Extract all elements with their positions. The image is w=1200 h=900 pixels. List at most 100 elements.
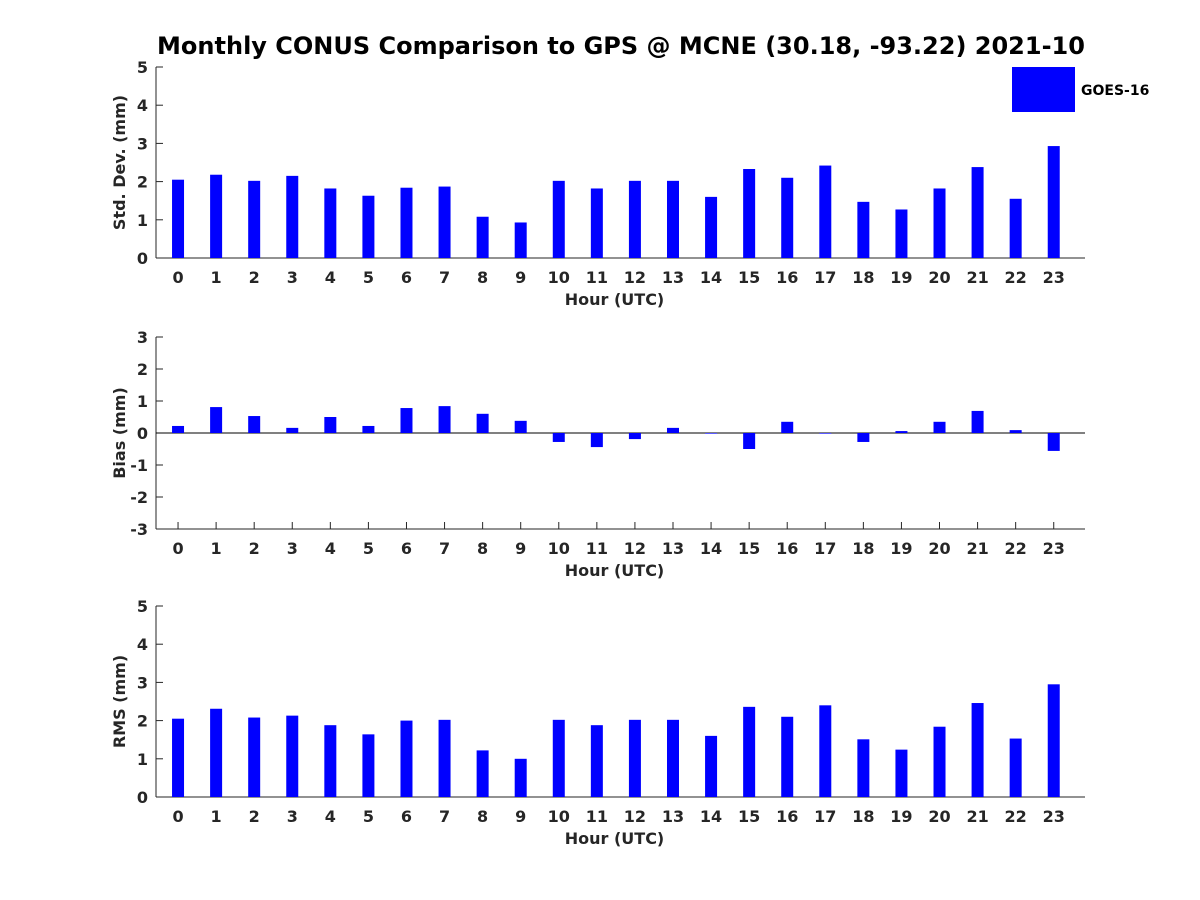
y-axis-label: Bias (mm) [110,387,129,479]
bar-hour-10 [552,180,565,258]
x-tick-label: 14 [700,807,722,826]
x-tick-label: 21 [966,268,988,287]
bar-hour-9 [514,420,527,433]
bar-hour-11 [590,188,603,258]
bar-hour-23 [1047,433,1060,451]
x-tick-label: 22 [1005,807,1027,826]
bar-hour-11 [590,725,603,797]
x-tick-label: 6 [401,268,412,287]
bar-hour-21 [971,410,984,433]
x-tick-label: 5 [363,268,374,287]
x-tick-label: 20 [928,539,950,558]
x-tick-label: 8 [477,539,488,558]
x-tick-label: 15 [738,539,760,558]
x-tick-label: 13 [662,539,684,558]
x-tick-label: 10 [548,807,570,826]
y-tick-label: 5 [137,58,148,77]
bar-hour-4 [324,188,337,258]
x-tick-label: 5 [363,539,374,558]
bar-hour-14 [705,196,718,258]
y-tick-label: 1 [137,392,148,411]
bar-hour-18 [857,201,870,258]
y-tick-label: 3 [137,134,148,153]
x-tick-label: 0 [172,268,183,287]
x-tick-label: 15 [738,807,760,826]
bar-hour-23 [1047,684,1060,797]
x-tick-label: 11 [586,268,608,287]
y-tick-label: 4 [137,96,148,115]
bar-hour-3 [286,427,299,433]
x-tick-label: 10 [548,268,570,287]
x-tick-label: 7 [439,807,450,826]
x-tick-label: 12 [624,807,646,826]
bar-hour-15 [743,706,756,797]
bar-hour-5 [362,425,375,433]
x-tick-label: 4 [325,807,336,826]
y-tick-label: 0 [137,424,148,443]
x-tick-label: 2 [249,268,260,287]
bar-hour-8 [476,750,489,797]
y-tick-label: 2 [137,173,148,192]
bar-hour-18 [857,739,870,797]
x-tick-label: 1 [211,807,222,826]
bar-hour-0 [172,179,185,258]
x-tick-label: 8 [477,268,488,287]
legend-label: GOES-16 [1081,83,1149,99]
bar-hour-17 [819,705,832,797]
bar-hour-10 [552,433,565,442]
bar-hour-14 [705,433,718,434]
bar-hour-4 [324,725,337,797]
bar-hour-22 [1009,198,1022,258]
x-tick-label: 16 [776,807,798,826]
x-tick-label: 6 [401,539,412,558]
bar-hour-14 [705,735,718,797]
x-tick-label: 17 [814,807,836,826]
bar-hour-6 [400,720,413,797]
x-tick-label: 21 [966,539,988,558]
x-tick-label: 18 [852,539,874,558]
y-tick-label: 2 [137,712,148,731]
y-tick-label: 4 [137,635,148,654]
x-tick-label: 11 [586,539,608,558]
x-tick-label: 22 [1005,268,1027,287]
x-tick-label: 9 [515,539,526,558]
bar-hour-7 [438,719,451,797]
x-tick-label: 5 [363,807,374,826]
bar-hour-23 [1047,146,1060,258]
bar-hour-9 [514,758,527,797]
bar-hour-1 [210,174,223,258]
x-tick-label: 15 [738,268,760,287]
bar-hour-11 [590,433,603,448]
bar-hour-15 [743,433,756,449]
bar-hour-20 [933,188,946,258]
bar-hour-15 [743,168,756,258]
legend: GOES-16 [1012,67,1149,112]
x-tick-label: 2 [249,539,260,558]
bar-hour-17 [819,165,832,258]
bar-hour-18 [857,433,870,442]
x-tick-label: 6 [401,807,412,826]
bar-hour-22 [1009,738,1022,797]
bar-hour-19 [895,431,908,433]
x-tick-label: 13 [662,807,684,826]
chart-title: Monthly CONUS Comparison to GPS @ MCNE (… [157,32,1085,60]
bar-hour-2 [248,180,261,258]
bar-hour-1 [210,407,223,433]
x-tick-label: 12 [624,268,646,287]
x-tick-label: 4 [325,268,336,287]
y-tick-label: 1 [137,750,148,769]
bar-hour-6 [400,187,413,258]
bar-hour-13 [666,427,679,433]
bar-hour-13 [666,180,679,258]
bar-hour-13 [666,719,679,797]
bar-hour-3 [286,715,299,797]
x-tick-label: 18 [852,268,874,287]
y-axis-label: RMS (mm) [110,655,129,748]
y-tick-label: 0 [137,249,148,268]
bar-hour-16 [781,421,794,433]
x-tick-label: 18 [852,807,874,826]
x-tick-label: 3 [287,268,298,287]
